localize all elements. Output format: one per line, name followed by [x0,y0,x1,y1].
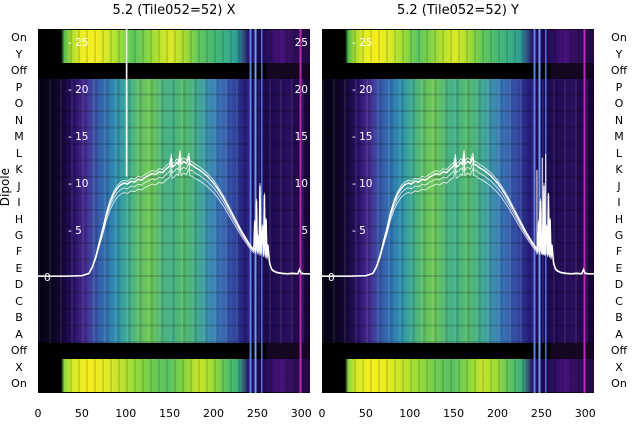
zero-tick-label: 0 [328,272,335,284]
row-label-e: E [615,261,623,275]
row-label-e: E [15,261,23,275]
bandpass-curve [322,150,594,277]
row-label-h: H [14,212,24,226]
row-label-y: Y [15,47,23,61]
row-label-a: A [15,327,23,341]
value-tick-label: - 10 [68,178,89,190]
row-labels-left: On Y Off P O N M L K J I H G F E D C B A Off X On [4,29,34,393]
value-tick-label-right: 20 [294,84,308,96]
row-label-b: B [615,311,623,325]
value-tick-label: - 25 [352,37,373,49]
row-label-f: F [15,245,23,259]
row-label-h: H [614,212,624,226]
row-label-j: J [17,179,21,193]
row-label-off: Off [610,344,628,358]
row-label-d: D [14,278,24,292]
row-label-a: A [615,327,623,341]
bandpass-curve [38,166,310,277]
row-label-on: On [11,377,27,391]
heatmap-band-on-bottom [322,359,594,392]
bandpass-overlay-x [38,29,310,277]
x-tick-label: 300 [574,407,596,420]
row-label-on: On [611,31,627,45]
row-label-off: Off [10,64,28,78]
subplot-title-y: 5.2 (Tile052=52) Y [396,3,520,18]
x-tick-label: 150 [443,407,465,420]
value-tick-label-right: 10 [294,178,308,190]
x-tick-label: 50 [358,407,373,420]
heatmap-band-on-top [38,30,310,63]
row-label-g: G [614,229,624,242]
row-label-y: Y [615,47,623,61]
x-tick-label: 0 [34,407,42,420]
x-tick-label: 200 [202,407,224,420]
value-tick-label: - 20 [68,84,89,96]
row-label-o: O [614,97,624,111]
subplot-title-x: 5.2 (Tile052=52) X [112,3,236,18]
row-label-c: C [15,294,23,308]
value-tick-label-right: 15 [294,131,308,143]
bandpass-overlay-y [322,150,594,277]
value-tick-label: - 10 [352,178,373,190]
row-label-d: D [614,278,624,292]
value-tick-label: - 25 [68,37,89,49]
row-label-p: P [615,80,623,94]
heatmap-band-on-bottom [38,359,310,392]
value-tick-label: - 15 [68,131,89,143]
x-axis-ticks-left: 0 50 100 150 200 250 300 [35,407,312,421]
bandpass-curve [38,150,310,277]
row-label-b: B [15,311,23,325]
row-labels-right: On Y Off P O N M L K J I H G F E D C B A Off X On [604,29,634,393]
row-label-off: Off [10,344,28,358]
row-label-f: F [615,245,623,259]
row-label-x: X [15,360,23,374]
value-tick-label: - 5 [68,225,82,237]
row-label-on: On [611,377,627,391]
row-label-x: X [615,360,623,374]
x-tick-label: 0 [318,407,326,420]
value-tick-label: - 20 [352,84,373,96]
x-tick-label: 100 [399,407,421,420]
x-tick-label: 200 [486,407,508,420]
heatmap-band-on-top [322,30,594,63]
x-axis-ticks-right: 0 50 100 150 200 250 300 [319,407,596,421]
x-tick-label: 250 [530,407,552,420]
x-tick-label: 100 [115,407,137,420]
x-tick-label: 150 [159,407,181,420]
value-tick-label: - 5 [352,225,366,237]
row-label-l: L [615,146,623,160]
row-label-c: C [615,294,623,308]
x-tick-label: 250 [246,407,268,420]
x-tick-label: 50 [74,407,89,420]
row-label-n: N [14,113,24,127]
row-label-n: N [614,113,624,127]
row-label-i: I [617,196,621,210]
row-label-m: M [14,130,24,144]
row-label-l: L [15,146,23,160]
value-tick-label-right: 5 [301,225,308,237]
row-label-k: K [615,163,623,177]
row-label-k: K [15,163,23,177]
value-tick-label: - 15 [352,131,373,143]
value-tick-label-right: 25 [294,37,308,49]
x-tick-label: 300 [290,407,312,420]
row-label-o: O [14,97,24,111]
heatmap-plot-y: - 25 - 20 - 15 - 10 - 5 0 [322,29,594,393]
row-label-m: M [614,130,624,144]
row-label-g: G [14,229,24,242]
row-label-j: J [617,179,621,193]
heatmap-plot-x: - 25 25 - 20 20 - 15 15 - 10 10 - 5 5 0 [38,29,310,393]
zero-tick-label: 0 [44,272,51,284]
row-label-i: I [17,196,21,210]
row-label-on: On [11,31,27,45]
row-label-off: Off [610,64,628,78]
row-label-p: P [15,80,23,94]
